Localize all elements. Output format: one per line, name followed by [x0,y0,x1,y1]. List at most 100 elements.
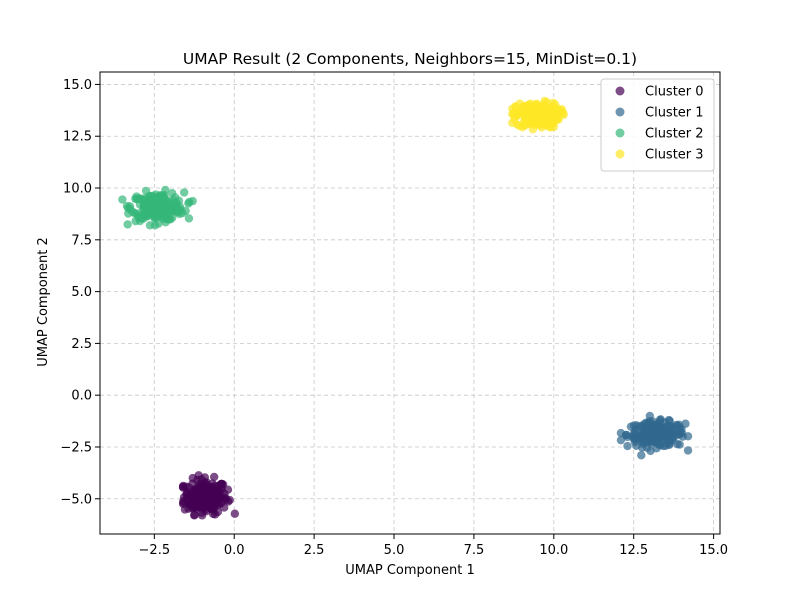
scatter-point [683,446,693,455]
scatter-point [632,421,641,430]
legend-marker [615,86,625,96]
legend-marker [615,128,625,138]
scatter-point [162,215,172,224]
y-tick-label: 0.0 [71,389,92,404]
scatter-point [141,195,150,205]
x-axis-label: UMAP Component 1 [345,563,474,578]
legend-label: Cluster 3 [645,148,704,163]
y-axis-ticks: −5.0 −2.5 0.0 2.5 5.0 7.5 10.0 12.5 15.0 [60,78,100,507]
scatter-point [179,498,188,508]
x-tick-label: 12.5 [619,543,648,558]
scatter-point [150,221,160,230]
legend-label: Cluster 2 [645,127,704,142]
scatter-point [212,486,222,495]
grid-lines [100,72,720,534]
scatter-point [616,435,626,445]
scatter-point [191,491,200,500]
scatter-point [136,211,146,221]
legend-marker [615,107,625,117]
scatter-point [623,441,632,451]
cluster-2-points [118,185,197,230]
legend-marker [615,149,625,159]
legend-label: Cluster 0 [645,85,704,100]
scatter-point [209,499,219,508]
scatter-point [220,496,230,505]
scatter-points [118,96,693,520]
legend-box [600,78,715,172]
scatter-point [168,196,177,205]
scatter-point [552,111,561,121]
scatter-point [527,120,537,129]
scatter-point [511,102,520,111]
scatter-point [188,473,197,483]
scatter-point [132,194,141,204]
scatter-point [548,98,558,108]
scatter-point [557,105,567,114]
scatter-point [123,220,132,229]
scatter-point [230,509,240,518]
scatter-point [219,503,229,512]
y-tick-label: 10.0 [63,182,92,197]
scatter-point [181,206,190,216]
legend: Cluster 0 Cluster 1 Cluster 2 Cluster 3 [600,78,715,172]
scatter-point [206,491,215,501]
scatter-point [673,439,682,449]
y-axis-label: UMAP Component 2 [36,237,51,366]
y-tick-label: 7.5 [71,233,92,248]
scatter-point [668,432,677,441]
x-tick-label: 5.0 [384,543,405,558]
scatter-point [542,97,552,107]
scatter-point [532,104,541,113]
scatter-point [646,446,655,456]
scatter-point [673,421,682,430]
scatter-point [663,421,672,431]
scatter-point [637,451,646,460]
plot-frame [99,71,721,535]
scatter-point [641,436,650,445]
x-tick-label: 7.5 [464,543,485,558]
scatter-point [118,195,127,204]
scatter-point [190,511,199,520]
scatter-point [156,208,165,217]
scatter-point [655,440,664,450]
scatter-point [179,188,189,197]
scatter-point [146,208,155,217]
scatter-point [184,199,193,208]
scatter-point [530,111,539,121]
y-tick-label: 15.0 [63,78,92,93]
x-tick-label: −2.5 [139,543,171,558]
scatter-point [197,500,206,509]
chart-title: UMAP Result (2 Components, Neighbors=15,… [183,50,637,68]
x-tick-label: 10.0 [539,543,568,558]
scatter-point [509,110,518,119]
y-tick-label: −5.0 [60,492,92,507]
scatter-point [157,196,167,206]
scatter-point [630,428,639,437]
y-tick-label: 5.0 [71,285,92,300]
x-axis-ticks: −2.5 0.0 2.5 5.0 7.5 10.0 12.5 15.0 [139,534,728,558]
scatter-point [526,99,535,108]
y-tick-label: 2.5 [71,337,92,352]
legend-label: Cluster 1 [645,106,704,121]
y-tick-label: −2.5 [60,440,92,455]
cluster-0-points [178,471,240,520]
scatter-point [656,415,665,424]
scatter-point [174,204,183,214]
scatter-point [655,426,664,435]
x-tick-label: 15.0 [699,543,728,558]
scatter-point [545,108,555,117]
y-tick-label: 12.5 [63,130,92,145]
scatter-point [181,482,191,491]
scatter-point [209,472,219,482]
scatter-point [223,485,233,494]
scatter-point [184,214,194,223]
scatter-point [200,485,209,495]
scatter-point [642,422,652,432]
cluster-1-points [616,411,693,460]
x-tick-label: 2.5 [304,543,325,558]
scatter-point [648,427,657,436]
x-tick-label: 0.0 [224,543,245,558]
cluster-3-points [508,96,568,134]
scatter-point [217,479,226,489]
